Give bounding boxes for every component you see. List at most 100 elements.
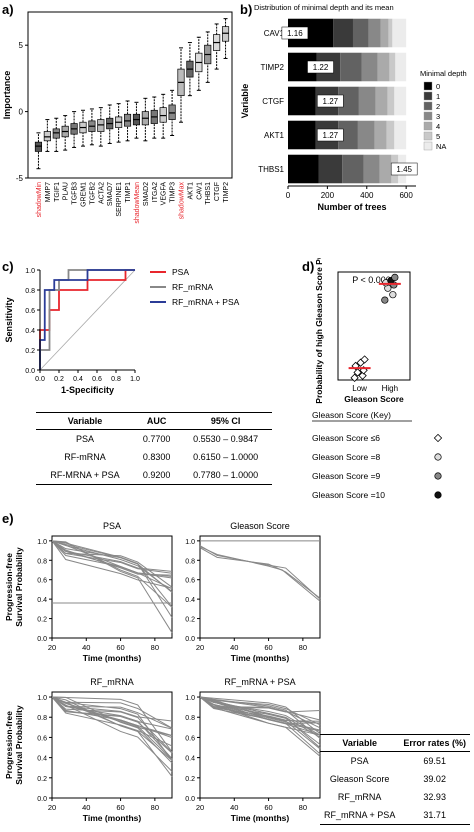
stacked-bar-segment xyxy=(357,120,375,150)
plot-frame xyxy=(27,11,233,179)
table-row: RF_mRNA 32.93 xyxy=(320,788,470,806)
y-axis-label: Variable xyxy=(240,84,250,119)
x-tick-label: 0 xyxy=(286,191,291,200)
legend-label: 1 xyxy=(436,92,440,101)
y-tick-label: 0.4 xyxy=(37,756,47,763)
y-tick-label: 0.4 xyxy=(185,597,195,604)
survival-curve xyxy=(51,540,173,590)
survival-curve xyxy=(51,696,173,747)
survival-plot-gleason: Gleason Score 0.0 0.2 0.4 0.6 0.8 1.0 20 40 60 80 T… xyxy=(185,521,321,663)
legend-label: NA xyxy=(436,142,446,151)
y-tick-label: 0.2 xyxy=(25,348,35,355)
x-tick-label: SMAD7 xyxy=(107,182,114,206)
x-tick-label: 80 xyxy=(151,643,159,652)
y-axis-label: Progression-free xyxy=(4,553,14,621)
legend-label: 5 xyxy=(436,132,440,141)
mean-label-box xyxy=(390,162,418,176)
panel-label-b: b) xyxy=(240,2,253,17)
legend-label: 3 xyxy=(436,112,440,121)
stacked-bar-segment xyxy=(387,86,395,116)
mean-label: 1.27 xyxy=(323,131,339,140)
y-axis-label: Probability of high Gleason Score PCa xyxy=(314,258,324,404)
stacked-bar-segment xyxy=(288,120,316,150)
diamond-marker xyxy=(353,368,362,377)
auc-cell: 0.7700 xyxy=(142,434,171,444)
stacked-bar-segment xyxy=(375,86,388,116)
y-tick-label: TIMP2 xyxy=(260,63,284,72)
error-cell: 39.02 xyxy=(423,774,446,784)
box xyxy=(221,26,230,42)
x-tick-label: TGFB3 xyxy=(72,182,79,205)
key-title: Gleason Score (Key) xyxy=(312,410,391,420)
x-tick-label: 60 xyxy=(264,803,272,812)
x-axis-label: 1-Specificity xyxy=(61,385,114,395)
y-tick-label: 0.2 xyxy=(185,776,195,783)
mean-label-box xyxy=(317,94,344,108)
stacked-bar-segment xyxy=(363,154,380,184)
error-cell: 32.93 xyxy=(423,792,446,802)
x-tick-label: 0.2 xyxy=(54,376,64,383)
mean-label: 1.27 xyxy=(323,97,339,106)
survival-curve xyxy=(51,696,173,753)
y-tick-label: 0.0 xyxy=(185,636,195,643)
x-tick-label: TGIF1 xyxy=(54,182,61,202)
stacked-bar-segment xyxy=(374,120,387,150)
survival-curve xyxy=(199,696,321,745)
auc-cell: 0.6150 – 1.0000 xyxy=(193,452,259,462)
auc-cell: RF-mRNA xyxy=(64,452,106,462)
y-tick-label: 1.0 xyxy=(37,695,47,702)
x-tick-label: SERPINE1 xyxy=(116,182,123,217)
y-tick-label: 0.4 xyxy=(25,328,35,335)
auc-cell: 0.8300 xyxy=(142,452,171,462)
x-tick-label: 60 xyxy=(116,643,124,652)
x-tick-label: shadowMin xyxy=(36,182,43,218)
x-tick-label: Low xyxy=(352,384,367,393)
table-row: RF_mRNA + PSA 31.71 xyxy=(320,806,470,825)
stacked-bar-segment xyxy=(380,18,389,48)
x-axis-label: Time (months) xyxy=(83,813,142,823)
y-axis-label: Sensitivity xyxy=(4,297,14,342)
survival-curve xyxy=(51,540,173,572)
x-tick-label: 40 xyxy=(82,643,90,652)
x-tick-label: ITGA2 xyxy=(152,182,159,202)
diamond-marker xyxy=(350,373,359,383)
survival-curve xyxy=(51,696,173,754)
survival-curve xyxy=(199,696,321,729)
diamond-marker xyxy=(358,371,367,380)
x-tick-label: AKT1 xyxy=(187,182,194,200)
stacked-bar-segment xyxy=(318,154,343,184)
plot-frame xyxy=(199,535,321,639)
stacked-bar-segment xyxy=(338,86,359,116)
survival-plot-rf-mrna: RF_mRNA 0.0 0.2 0.4 0.6 0.8 1.0 20 40 60 80 Time (m… xyxy=(4,677,173,823)
x-tick-label: shadowMax xyxy=(179,182,186,220)
survival-curve xyxy=(51,696,173,729)
auc-cell: 0.5530 – 0.9847 xyxy=(193,434,259,444)
diagonal-line xyxy=(39,269,136,371)
x-tick-label: VEGFA xyxy=(161,182,168,206)
survival-curve xyxy=(51,696,173,759)
stacked-bar-segment xyxy=(394,86,407,116)
legend-swatch xyxy=(423,131,433,141)
x-tick-label: High xyxy=(382,384,398,393)
x-tick-label: 600 xyxy=(399,191,413,200)
error-header-rates: Error rates (%) xyxy=(399,734,470,752)
minimal-depth-chart: Distribution of minimal depth and its me… xyxy=(240,3,467,212)
stacked-bar-segment xyxy=(386,120,395,150)
stacked-bar-segment xyxy=(392,18,407,48)
legend-label: 4 xyxy=(436,122,440,131)
auc-header-ci: 95% CI xyxy=(179,412,272,430)
auc-cell: 0.9200 xyxy=(134,466,180,485)
box xyxy=(168,104,176,120)
circle-light-marker xyxy=(389,291,397,299)
y-tick-label: 0.6 xyxy=(37,735,47,742)
y-tick-label: 0.0 xyxy=(25,368,35,375)
panel-label-d: d) xyxy=(302,259,315,274)
x-tick-label: MMP7 xyxy=(45,182,52,202)
stacked-bar-segment xyxy=(361,52,378,82)
x-tick-label: 0.4 xyxy=(73,376,83,383)
x-tick-label: TIMP1 xyxy=(125,182,132,203)
legend-swatch xyxy=(423,91,433,101)
survival-plot-psa: PSA 0.0 0.2 0.4 0.6 0.8 1.0 20 40 60 80 Time (month… xyxy=(4,521,173,663)
x-tick-label: 40 xyxy=(230,803,238,812)
diamond-marker xyxy=(360,355,369,364)
